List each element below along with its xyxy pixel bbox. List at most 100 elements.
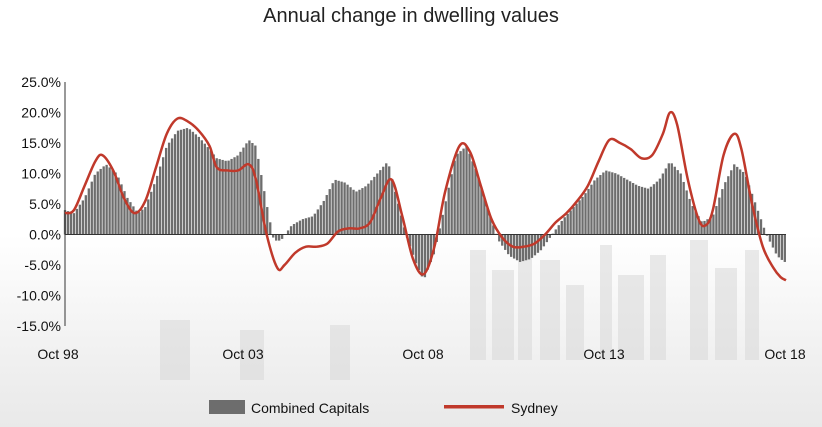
- combined-capitals-bar: [331, 183, 334, 235]
- combined-capitals-bar: [245, 143, 248, 235]
- combined-capitals-bar: [444, 201, 447, 235]
- legend-swatch-sydney: [444, 405, 504, 409]
- combined-capitals-bar: [251, 143, 254, 235]
- y-tick-label: 10.0%: [21, 166, 61, 182]
- combined-capitals-bar: [676, 170, 679, 235]
- combined-capitals-bar: [218, 159, 221, 235]
- combined-capitals-bar: [599, 175, 602, 235]
- combined-capitals-bar: [96, 171, 99, 235]
- combined-capitals-bar: [685, 190, 688, 235]
- combined-capitals-bar: [783, 234, 786, 262]
- combined-capitals-bar: [385, 163, 388, 235]
- combined-capitals-bar: [498, 234, 501, 242]
- combined-capitals-bars: [63, 128, 786, 278]
- combined-capitals-bar: [566, 213, 569, 235]
- combined-capitals-bar: [298, 220, 302, 235]
- combined-capitals-bar: [736, 166, 739, 235]
- combined-capitals-bar: [370, 180, 373, 235]
- combined-capitals-bar: [313, 213, 317, 235]
- combined-capitals-bar: [334, 179, 337, 235]
- y-tick-label: -15.0%: [17, 318, 61, 334]
- combined-capitals-bar: [637, 186, 641, 235]
- combined-capitals-bar: [233, 157, 236, 235]
- combined-capitals-bar: [230, 158, 233, 235]
- combined-capitals-bar: [742, 171, 745, 235]
- combined-capitals-bar: [634, 184, 638, 235]
- x-tick-label: Oct 03: [222, 346, 263, 362]
- combined-capitals-bar: [739, 169, 742, 235]
- combined-capitals-bar: [733, 164, 736, 235]
- combined-capitals-bar: [307, 217, 311, 235]
- combined-capitals-bar: [762, 227, 766, 235]
- combined-capitals-bar: [322, 200, 325, 235]
- combined-capitals-bar: [72, 213, 76, 235]
- combined-capitals-bar: [162, 157, 165, 235]
- combined-capitals-bar: [655, 181, 659, 235]
- combined-capitals-bar: [316, 209, 319, 235]
- combined-capitals-bar: [590, 184, 593, 235]
- combined-capitals-bar: [352, 189, 355, 235]
- combined-capitals-bar: [275, 234, 278, 241]
- combined-capitals-bar: [328, 189, 331, 235]
- combined-capitals-bar: [747, 185, 751, 235]
- combined-capitals-bar: [236, 155, 239, 235]
- combined-capitals-bar: [408, 234, 412, 247]
- combined-capitals-bar: [188, 129, 192, 235]
- combined-capitals-bar: [114, 172, 117, 235]
- combined-capitals-bar: [768, 234, 772, 242]
- combined-capitals-bar: [173, 134, 177, 235]
- combined-capitals-bar: [688, 198, 691, 235]
- combined-capitals-bar: [727, 176, 730, 235]
- combined-capitals-bar: [730, 170, 733, 235]
- combined-capitals-bar: [539, 234, 543, 251]
- combined-capitals-bar: [203, 143, 206, 235]
- combined-capitals-bar: [248, 140, 251, 235]
- combined-capitals-bar: [429, 234, 433, 262]
- combined-capitals-bar: [242, 147, 245, 235]
- combined-capitals-bar: [593, 180, 596, 235]
- combined-capitals-bar: [750, 193, 754, 235]
- combined-capitals-bar: [81, 200, 85, 235]
- combined-capitals-bar: [411, 234, 415, 255]
- combined-capitals-bar: [483, 197, 486, 235]
- combined-capitals-bar: [477, 177, 480, 235]
- y-tick-label: 5.0%: [29, 196, 61, 212]
- combined-capitals-bar: [649, 186, 653, 235]
- combined-capitals-bar: [584, 193, 587, 235]
- y-axis-tick-labels: 25.0% 20.0% 15.0% 10.0% 5.0% 0.0% -5.0% -10.0% -…: [17, 74, 61, 334]
- combined-capitals-bar: [414, 234, 418, 264]
- combined-capitals-bar: [724, 182, 727, 235]
- combined-capitals-bar: [631, 182, 635, 235]
- combined-capitals-bar: [402, 227, 406, 235]
- combined-capitals-bar: [340, 181, 343, 235]
- combined-capitals-bar: [337, 180, 340, 235]
- combined-capitals-bar: [471, 161, 474, 235]
- combined-capitals-bar: [147, 199, 150, 235]
- combined-capitals-bar: [135, 210, 138, 235]
- combined-capitals-bar: [721, 189, 724, 235]
- combined-capitals-bar: [194, 134, 198, 235]
- combined-capitals-bar: [280, 234, 284, 239]
- combined-capitals-bar: [617, 174, 620, 235]
- combined-capitals-bar: [159, 166, 162, 235]
- combined-capitals-bar: [744, 176, 748, 235]
- combined-capitals-bar: [150, 191, 153, 235]
- combined-capitals-bar: [679, 173, 682, 235]
- combined-capitals-bar: [623, 177, 626, 235]
- combined-capitals-bar: [209, 150, 212, 235]
- combined-capitals-bar: [640, 186, 644, 235]
- x-tick-label: Oct 13: [583, 346, 624, 362]
- combined-capitals-bar: [536, 234, 540, 253]
- combined-capitals-bar: [700, 221, 703, 235]
- x-axis-tick-labels: Oct 98 Oct 03 Oct 08 Oct 13 Oct 18: [37, 346, 805, 362]
- combined-capitals-bar: [221, 159, 224, 235]
- combined-capitals-bar: [84, 195, 87, 235]
- combined-capitals-bar: [581, 196, 584, 235]
- combined-capitals-bar: [691, 206, 694, 235]
- y-tick-label: 25.0%: [21, 74, 61, 90]
- combined-capitals-bar: [126, 197, 129, 235]
- legend: Combined Capitals Sydney: [209, 400, 558, 416]
- combined-capitals-bar: [144, 207, 147, 235]
- combined-capitals-bar: [87, 188, 90, 235]
